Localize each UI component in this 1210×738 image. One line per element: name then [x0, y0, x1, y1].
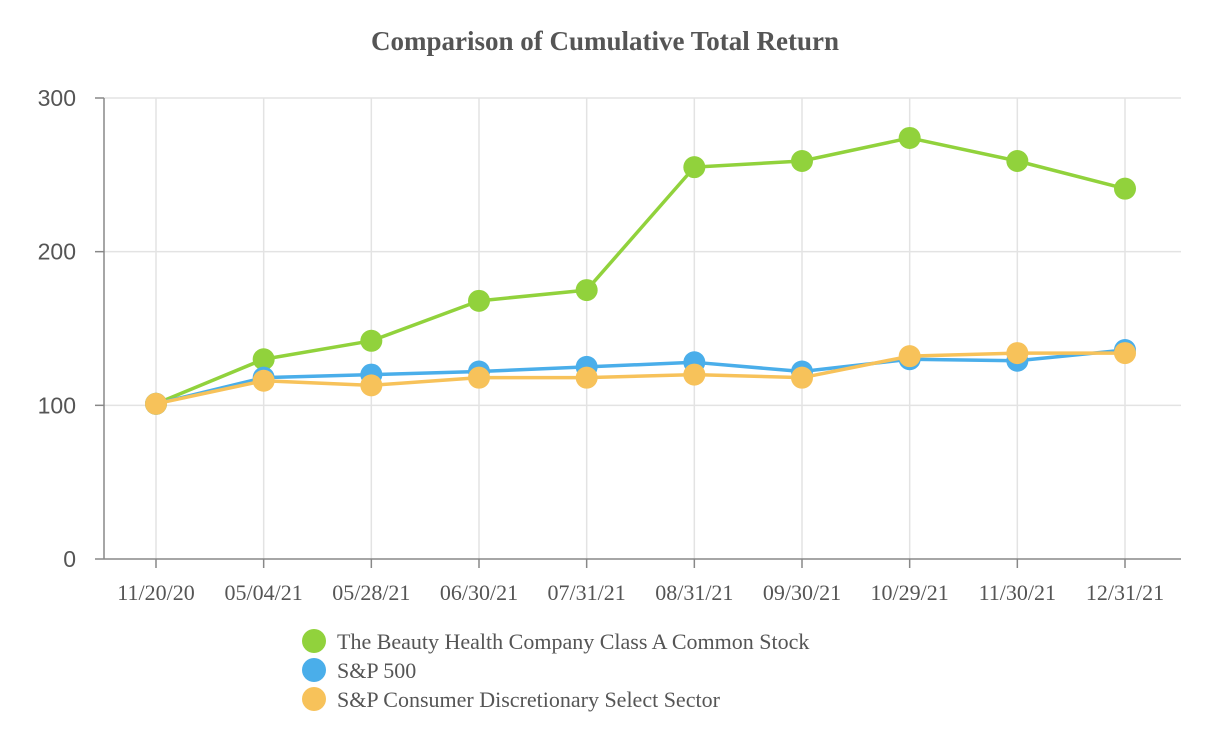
data-point	[791, 366, 813, 389]
data-point	[575, 366, 598, 389]
series-line	[155, 136, 1126, 406]
x-tick-label: 08/31/21	[655, 580, 733, 605]
legend-item: The Beauty Health Company Class A Common…	[302, 629, 809, 654]
data-point	[683, 363, 706, 386]
data-point	[360, 329, 383, 352]
data-point	[1114, 342, 1136, 365]
legend-marker	[302, 629, 326, 653]
data-point	[252, 348, 275, 371]
chart-title: Comparison of Cumulative Total Return	[370, 26, 840, 56]
x-tick-label: 09/30/21	[763, 580, 841, 605]
legend-label: S&P 500	[337, 658, 416, 683]
series-layer	[145, 126, 1136, 415]
data-point	[252, 369, 275, 392]
x-tick-label: 05/04/21	[225, 580, 303, 605]
legend-item: S&P Consumer Discretionary Select Sector	[302, 687, 721, 712]
data-point	[898, 126, 921, 149]
x-tick-label: 10/29/21	[871, 580, 949, 605]
y-tick-label: 300	[38, 85, 76, 111]
y-tick-label: 100	[38, 392, 76, 418]
x-tick-label: 06/30/21	[440, 580, 518, 605]
series-line	[155, 348, 1126, 406]
data-point	[683, 156, 706, 179]
data-point	[360, 374, 383, 397]
data-point	[575, 279, 598, 302]
legend-item: S&P 500	[302, 658, 416, 683]
data-point	[1114, 177, 1136, 200]
legend-marker	[302, 687, 326, 711]
legend: The Beauty Health Company Class A Common…	[302, 629, 809, 712]
x-tick-label: 05/28/21	[332, 580, 410, 605]
legend-label: S&P Consumer Discretionary Select Sector	[337, 687, 721, 712]
series-2	[145, 342, 1136, 415]
data-point	[1006, 150, 1029, 173]
data-point	[898, 345, 921, 368]
data-point	[145, 392, 167, 415]
legend-label: The Beauty Health Company Class A Common…	[337, 629, 809, 654]
data-point	[1006, 342, 1029, 365]
data-point	[468, 289, 490, 312]
x-tick-label: 11/20/20	[117, 580, 194, 605]
data-point	[468, 366, 490, 389]
axis-layer: 0 100 200 300 11/20/20 05/04/21 05/28/21 06/30/…	[38, 85, 1181, 605]
series-0	[145, 126, 1136, 415]
x-tick-label: 07/31/21	[548, 580, 626, 605]
data-point	[791, 150, 813, 173]
legend-marker	[302, 658, 326, 682]
series-line	[155, 351, 1125, 406]
x-tick-label: 11/30/21	[979, 580, 1056, 605]
y-tick-label: 0	[63, 546, 76, 572]
x-tick-label: 12/31/21	[1086, 580, 1164, 605]
y-tick-label: 200	[38, 239, 76, 265]
